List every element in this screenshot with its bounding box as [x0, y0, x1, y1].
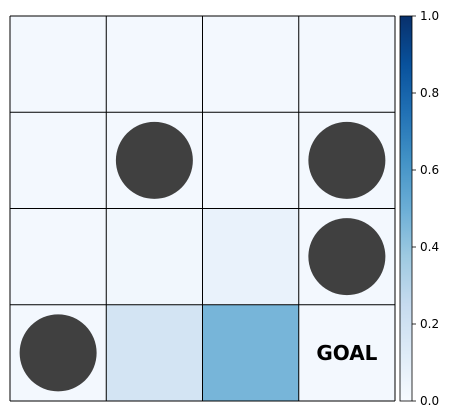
colorbar-ticks: 0.0 0.2 0.4 0.6 0.8 1.0 — [412, 9, 439, 408]
grid-cell-0-2 — [202, 16, 299, 113]
obstacle-1 — [308, 121, 386, 199]
grid-cell-3-2 — [202, 304, 299, 401]
grid-cell-0-3 — [298, 16, 395, 113]
grid-cell-2-2 — [202, 208, 299, 305]
grid-cell-3-3 — [298, 304, 395, 401]
colorbar-tick-label-4: 0.8 — [420, 86, 439, 100]
goal-label: GOAL — [316, 341, 377, 365]
grid-cell-0-1 — [106, 16, 203, 113]
colorbar-tick-label-2: 0.4 — [420, 240, 439, 254]
grid-cell-1-2 — [202, 112, 299, 209]
colorbar-tick-label-1: 0.2 — [420, 317, 439, 331]
obstacles — [19, 121, 386, 392]
grid-lines — [9, 15, 396, 402]
colorbar-tick-label-3: 0.6 — [420, 163, 439, 177]
obstacle-0 — [115, 121, 193, 199]
obstacle-2 — [308, 218, 386, 296]
colorbar: 0.0 0.2 0.4 0.6 0.8 1.0 — [399, 9, 439, 408]
grid-cell-3-1 — [106, 304, 203, 401]
colorbar-tick-label-0: 0.0 — [420, 394, 439, 408]
grid-cell-1-0 — [10, 112, 107, 209]
grid-cell-2-1 — [106, 208, 203, 305]
colorbar-gradient — [399, 15, 413, 402]
colorbar-tick-label-5: 1.0 — [420, 9, 439, 23]
grid-cell-0-0 — [10, 16, 107, 113]
obstacle-3 — [19, 314, 97, 392]
grid-cell-2-0 — [10, 208, 107, 305]
